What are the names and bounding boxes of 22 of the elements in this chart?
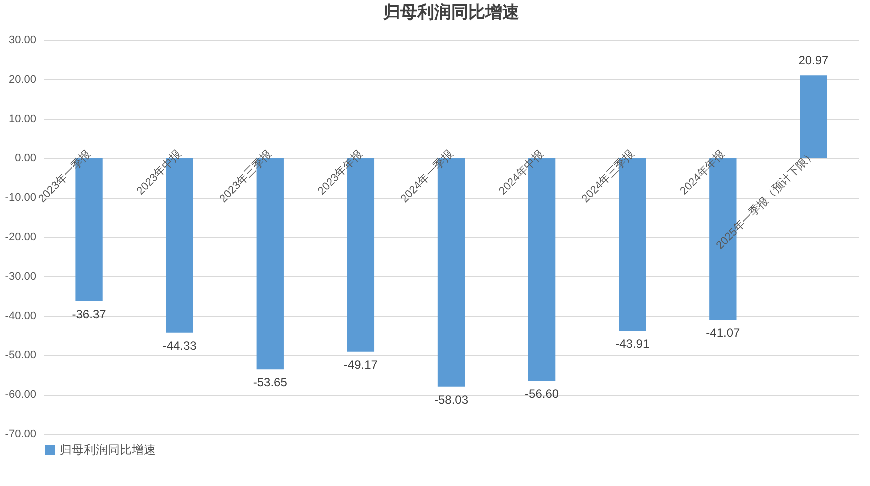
text: -56.60: [525, 387, 560, 402]
y-tick-label: -10.00: [5, 192, 36, 204]
legend-label: 归母利润同比增速: [60, 443, 156, 457]
text: -44.33: [162, 338, 197, 353]
y-tick-label: 0.00: [15, 152, 36, 165]
y-tick-label: 30.00: [8, 34, 36, 46]
y-tick-label: -50.00: [5, 350, 36, 362]
text: -53.65: [253, 376, 288, 390]
y-tick-label: -40.00: [5, 310, 36, 322]
text: 20.97: [798, 54, 829, 68]
text: -58.03: [434, 392, 469, 407]
chart-title: 归母利润同比增速: [382, 3, 520, 23]
y-tick-label: -20.00: [5, 232, 36, 244]
y-tick-label: -70.00: [5, 428, 36, 440]
text: -41.07: [706, 326, 740, 340]
y-tick-label: 10.00: [8, 113, 36, 126]
text: -36.37: [72, 308, 106, 322]
y-tick-label: -60.00: [5, 389, 36, 402]
y-tick-label: 20.00: [8, 74, 36, 86]
text: -43.91: [616, 337, 650, 352]
text: -49.17: [344, 358, 378, 372]
y-tick-label: -30.00: [5, 270, 36, 283]
